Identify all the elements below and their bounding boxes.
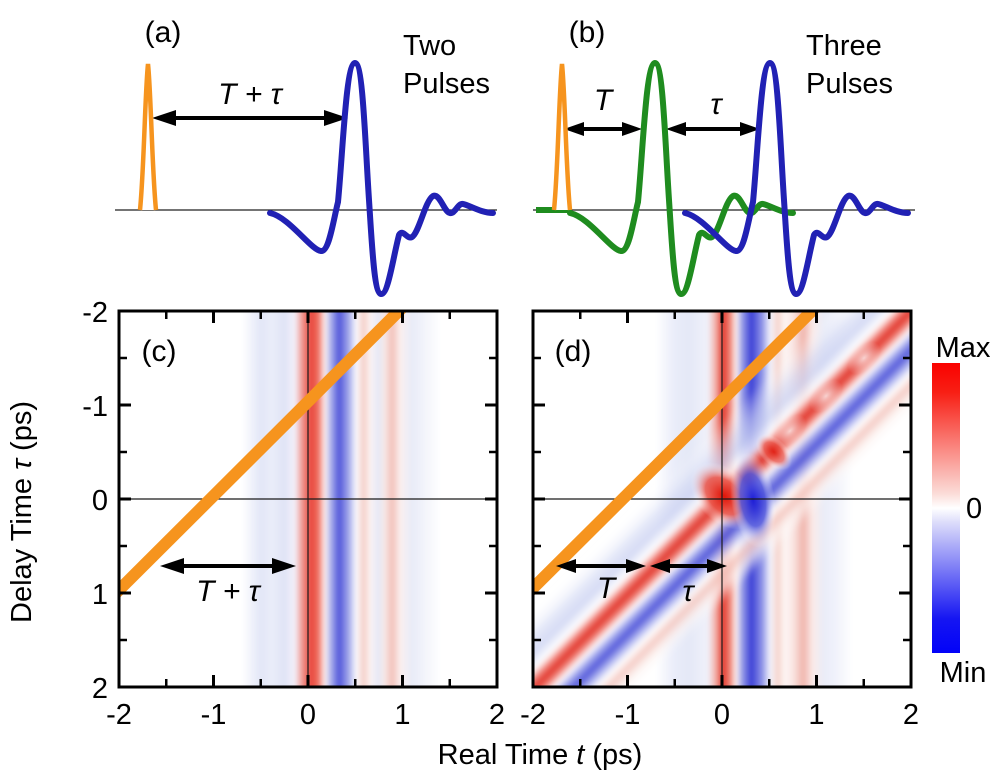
y-axis-title-var: τ (6, 457, 38, 470)
arrow-head-left (556, 559, 576, 573)
delay-label-d-tau: τ (682, 575, 695, 608)
panel-a-label: (a) (145, 16, 182, 49)
diagonal-gap-1 (773, 414, 807, 448)
gate-pulse-a (140, 64, 156, 210)
y-tick-label: 0 (92, 485, 108, 517)
minor-ticks-d (533, 311, 911, 687)
minor-ticks-c (119, 311, 497, 687)
arrow-head-right (272, 558, 296, 574)
x-tick-label: 2 (489, 699, 505, 731)
delay-arrow-d-tau (650, 559, 727, 573)
panel-b: (b) T τ Three Pulses (533, 16, 915, 294)
x-tick-label: 0 (300, 699, 316, 731)
x-tick-label: -2 (520, 699, 546, 731)
major-ticks-c (119, 311, 497, 687)
arrow-head-left (152, 110, 176, 126)
delay-label-d-T: T (597, 572, 618, 605)
colorbar-max-label: Max (936, 332, 991, 364)
gate-line-c (119, 311, 408, 599)
x-axis-title: Real Time t (ps) (438, 739, 643, 771)
delay-label-c: T + τ (196, 575, 262, 608)
arrow-head-right (740, 122, 760, 136)
x-tick-label: -1 (201, 699, 227, 731)
arrow-head-left (666, 122, 686, 136)
panel-b-title-line2: Pulses (806, 68, 893, 100)
x-tick-label: 1 (808, 699, 824, 731)
gate-pulse-b (554, 64, 570, 210)
y-axis-title: Delay Time τ (ps) (6, 401, 38, 623)
panel-b-label: (b) (569, 16, 606, 49)
panel-c-label: (c) (142, 335, 177, 368)
arrow-head-right (626, 559, 646, 573)
delay-arrow-c (160, 558, 296, 574)
panel-a: (a) T + τ Two Pulses (115, 16, 497, 294)
delay-arrow-a (152, 110, 348, 126)
diagonal-gap-2 (809, 379, 843, 413)
arrow-head-left (564, 122, 584, 136)
x-tick-label: 1 (394, 699, 410, 731)
colorbar-gradient (932, 363, 960, 653)
colorbar-zero-label: 0 (966, 493, 982, 525)
x-axis-title-pre: Real Time (438, 739, 577, 771)
x-axis-tick-labels-c: -2 -1 0 1 2 (106, 699, 505, 731)
y-tick-label: -1 (82, 391, 108, 423)
x-tick-label: -2 (106, 699, 132, 731)
arrow-head-right (707, 559, 727, 573)
x-axis-title-post: (ps) (584, 739, 642, 771)
y-axis-tick-labels: -2 -1 0 1 2 (82, 297, 108, 705)
arrow-head-left (160, 558, 184, 574)
diagonal-bead (755, 433, 793, 471)
y-tick-label: 1 (92, 579, 108, 611)
delay-arrow-d-T (556, 559, 646, 573)
panel-a-title-line1: Two (403, 30, 456, 62)
gate-line-d (533, 311, 821, 597)
x-axis-tick-labels-d: -2 -1 0 1 2 (520, 699, 919, 731)
x-tick-label: 2 (903, 699, 919, 731)
center-negative-blob (730, 452, 776, 548)
y-tick-label: -2 (82, 297, 108, 329)
colorbar-min-label: Min (940, 657, 987, 689)
panel-d-label: (d) (555, 335, 592, 368)
heatmap-panel-d: (d) T τ (531, 309, 913, 689)
diagonal-gap-3 (847, 341, 881, 375)
arrow-head-left (650, 559, 670, 573)
x-tick-label: -1 (615, 699, 641, 731)
x-tick-label: 0 (714, 699, 730, 731)
heatmap-panel-c: (c) T + τ (117, 309, 499, 689)
arrow-head-right (324, 110, 348, 126)
delay-label-b-tau: τ (710, 88, 723, 121)
arrow-head-right (622, 122, 642, 136)
delay-arrow-b-T (564, 122, 642, 136)
panel-b-title-line1: Three (806, 30, 882, 62)
delay-label-b-T: T (594, 84, 615, 117)
delay-arrow-b-tau (666, 122, 760, 136)
colorbar: Max 0 Min (932, 332, 991, 689)
y-axis-title-post: (ps) (6, 401, 38, 459)
major-ticks-d (533, 311, 911, 687)
delay-label-a: T + τ (218, 78, 284, 111)
panel-a-title-line2: Pulses (403, 68, 490, 100)
y-tick-label: 2 (92, 673, 108, 705)
y-axis-title-pre: Delay Time (6, 470, 38, 623)
x-axis-title-var: t (576, 739, 586, 771)
